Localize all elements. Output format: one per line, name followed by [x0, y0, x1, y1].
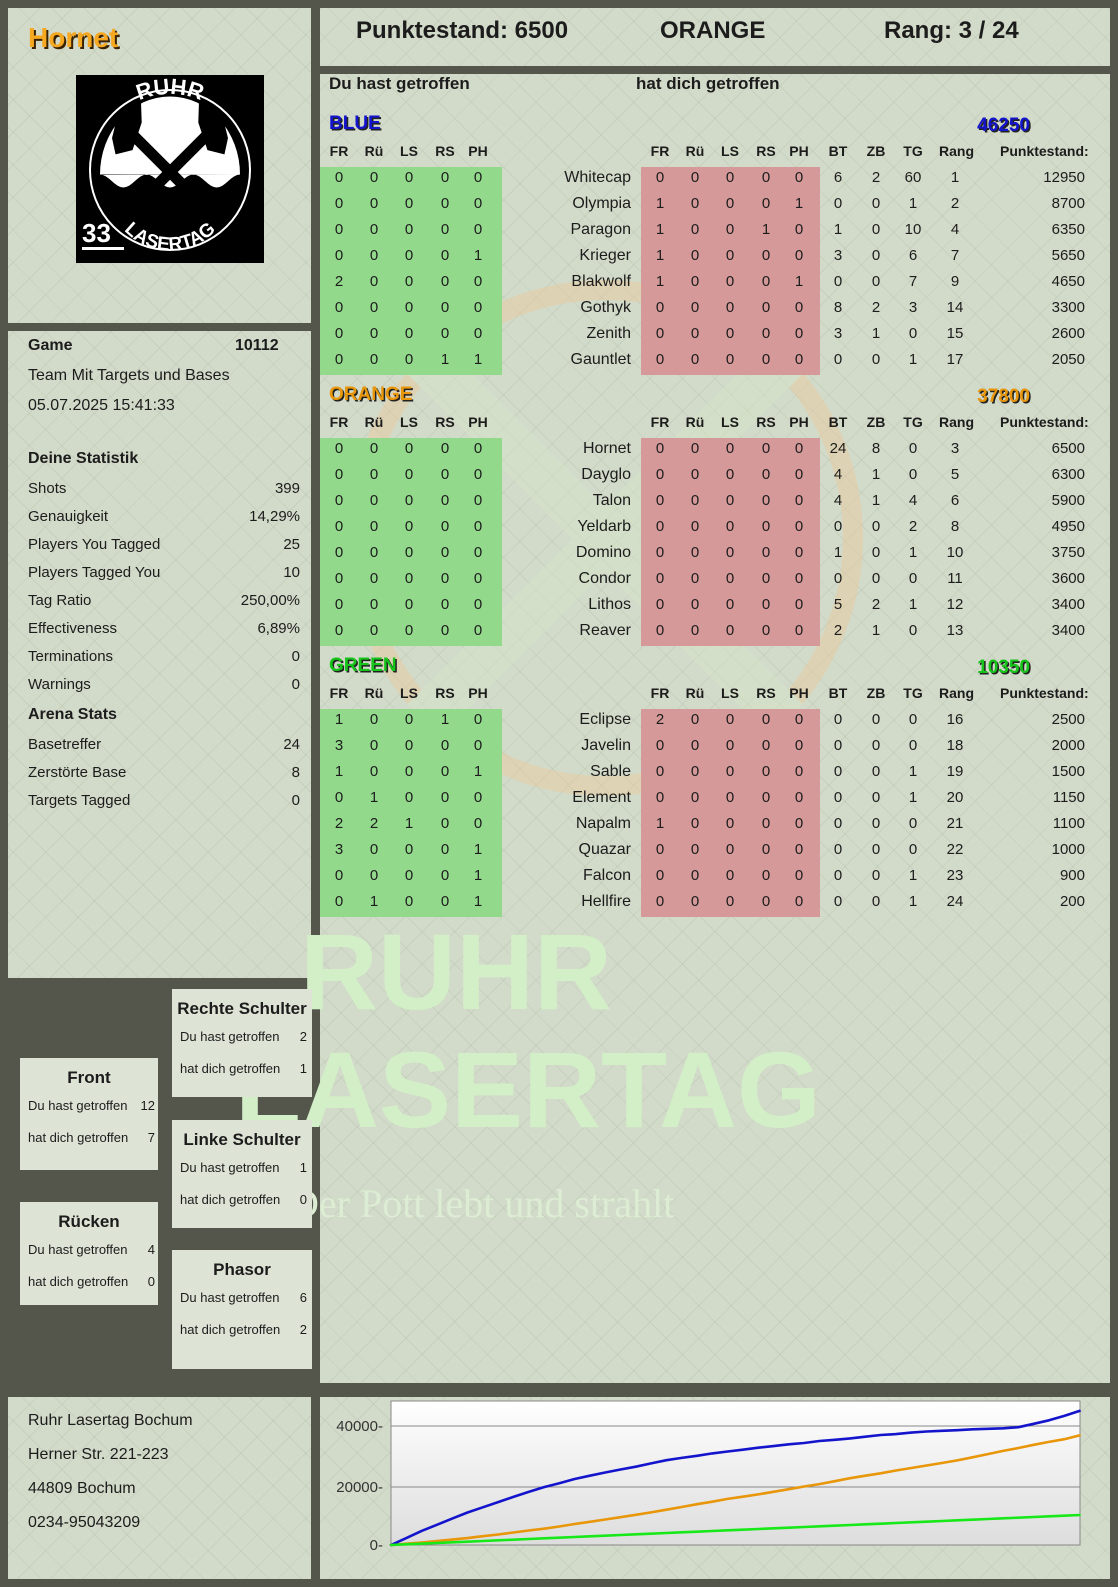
svg-text:20000-: 20000- — [336, 1479, 383, 1496]
svg-text:40000-: 40000- — [336, 1418, 383, 1435]
svg-text:0-: 0- — [370, 1537, 383, 1554]
